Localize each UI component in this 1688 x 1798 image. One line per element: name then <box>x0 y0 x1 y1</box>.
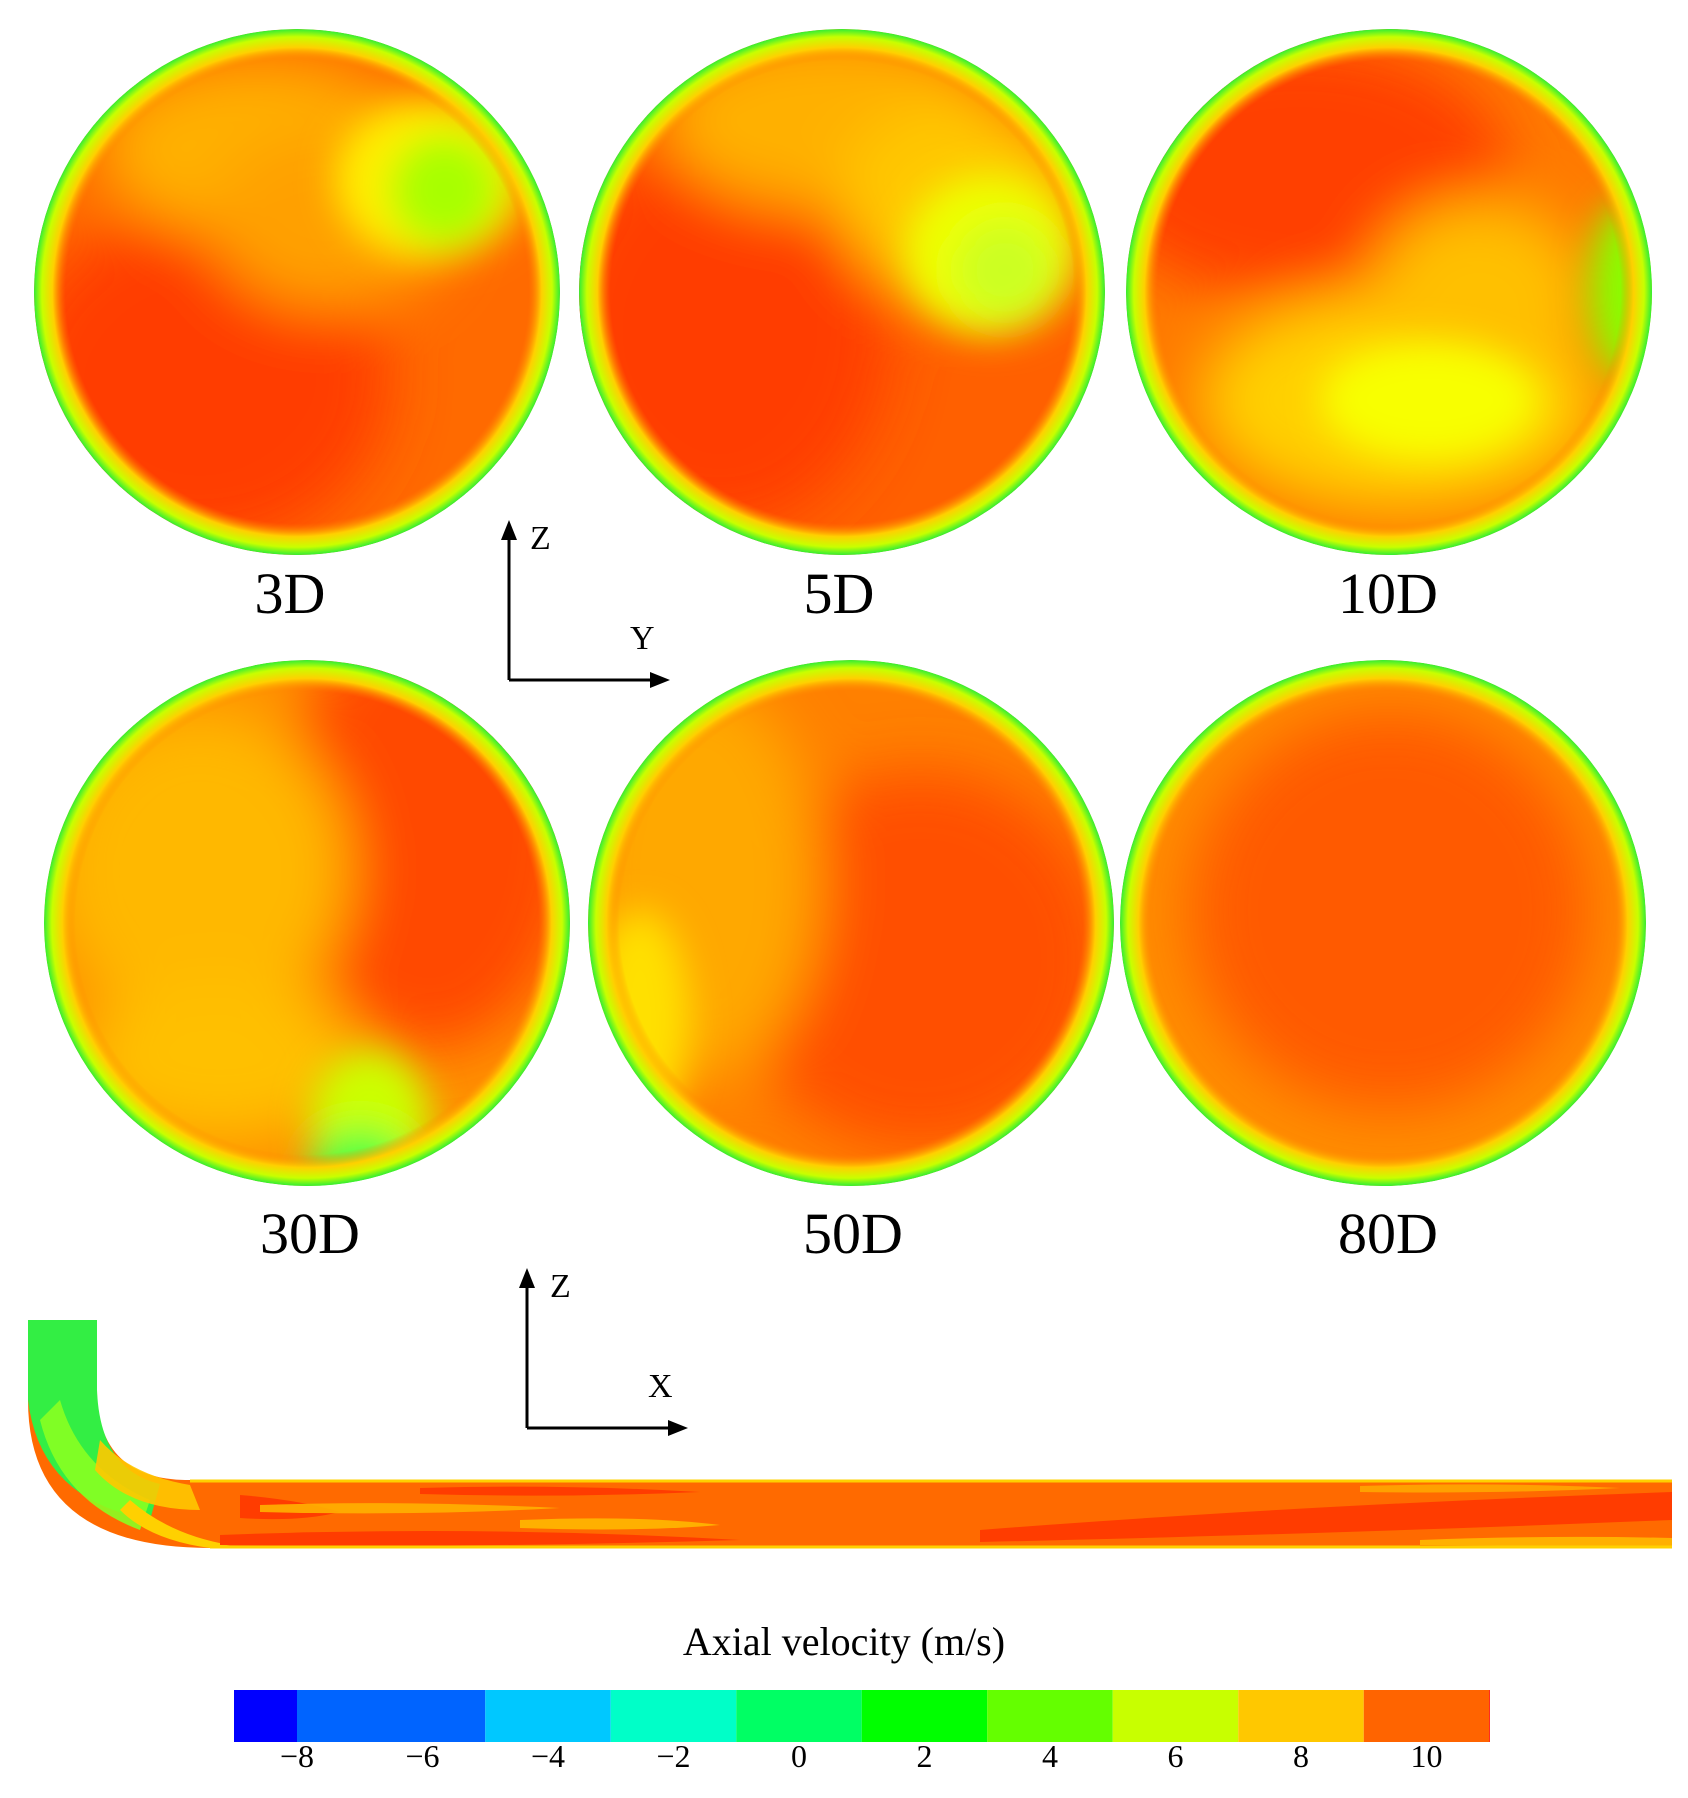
section-30d <box>44 660 570 1186</box>
label-5d: 5D <box>803 561 875 626</box>
axis-x-bottom: X <box>648 1368 673 1405</box>
colorbar-tick-label: 6 <box>1167 1738 1184 1774</box>
colorbar-tick-label: −4 <box>530 1738 566 1774</box>
colorbar-tick-label: 0 <box>791 1738 807 1774</box>
colorbar-tick-label: 4 <box>1042 1738 1058 1774</box>
colorbar <box>234 1690 1490 1742</box>
colorbar-segment <box>987 1690 1113 1742</box>
colorbar-tick-label: −2 <box>656 1738 691 1774</box>
section-10d <box>1126 29 1652 555</box>
colorbar-segment <box>485 1690 611 1742</box>
axis-y-top: Y <box>630 620 655 657</box>
colorbar-tick-label: −6 <box>405 1738 440 1774</box>
axes-zy <box>501 520 670 688</box>
colorbar-segment <box>297 1690 486 1742</box>
colorbar-segment <box>1238 1690 1364 1742</box>
label-3d: 3D <box>254 561 326 626</box>
colorbar-tick-label: −8 <box>279 1738 315 1774</box>
colorbar-segment <box>610 1690 737 1742</box>
legend-title: Axial velocity (m/s) <box>682 1619 1006 1664</box>
label-10d: 10D <box>1338 561 1438 626</box>
section-3d <box>34 29 560 555</box>
pipe-longitudinal-contour <box>28 1320 1672 1549</box>
colorbar-tick-label: 2 <box>916 1738 933 1774</box>
label-30d: 30D <box>260 1201 360 1266</box>
colorbar-tick-label: 10 <box>1410 1738 1443 1774</box>
colorbar-segment <box>1489 1690 1490 1742</box>
label-50d: 50D <box>803 1201 903 1266</box>
colorbar-segment <box>234 1690 297 1742</box>
colorbar-tick-label: 8 <box>1293 1738 1309 1774</box>
colorbar-segment <box>861 1690 988 1742</box>
section-5d <box>579 29 1105 555</box>
axes-zx <box>519 1268 688 1436</box>
colorbar-segment <box>1112 1690 1239 1742</box>
axis-z-top: Z <box>530 520 551 557</box>
colorbar-segment <box>1363 1690 1490 1742</box>
label-80d: 80D <box>1338 1201 1438 1266</box>
axis-z-bottom: Z <box>550 1268 571 1305</box>
section-50d <box>588 660 1114 1186</box>
section-80d <box>1120 660 1646 1186</box>
colorbar-segment <box>736 1690 862 1742</box>
